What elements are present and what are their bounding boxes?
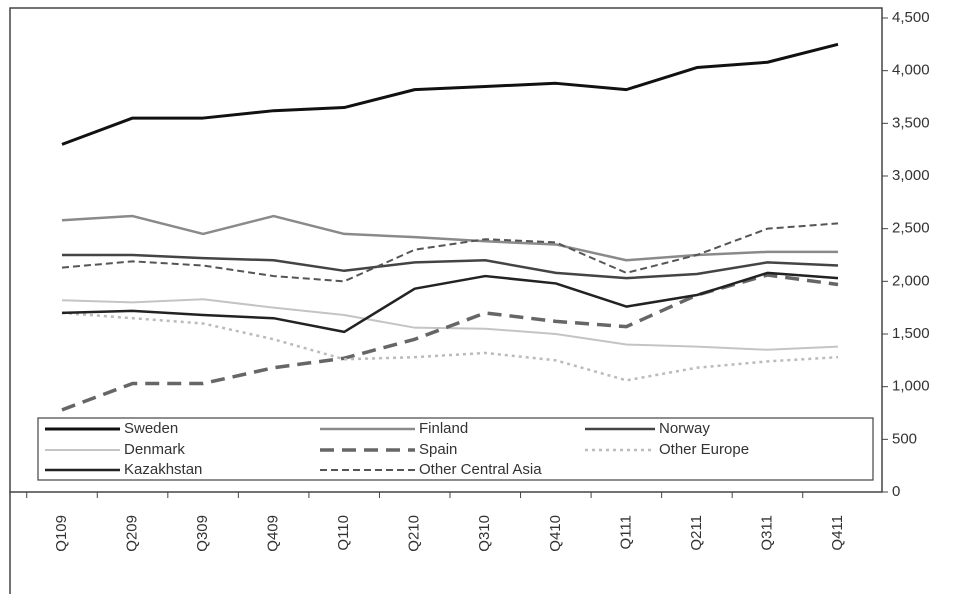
series-line [61, 273, 839, 412]
series-line [62, 253, 839, 280]
x-tick-label: Q411 [829, 515, 846, 551]
series-line [61, 311, 839, 382]
series-line [61, 271, 839, 334]
y-tick-label: 3,000 [892, 167, 930, 184]
y-tick-label: 2,000 [892, 272, 930, 289]
y-tick-label: 500 [892, 430, 917, 447]
series-line [61, 214, 838, 262]
legend-label: Kazakhstan [124, 461, 202, 478]
y-tick-label: 1,000 [892, 378, 930, 395]
legend-box [37, 417, 874, 481]
legend-label: Other Central Asia [419, 461, 542, 478]
legend-label: Sweden [124, 420, 178, 437]
legend-label: Finland [419, 420, 468, 437]
series-line [61, 42, 839, 146]
x-tick-label: Q309 [194, 515, 211, 552]
x-tick-label: Q409 [265, 515, 282, 552]
plot-frame [9, 7, 883, 493]
x-tick-label: Q210 [406, 515, 423, 552]
series-line [61, 298, 839, 351]
legend-label: Other Europe [659, 441, 749, 458]
series-line [61, 222, 839, 283]
y-tick-label: 4,500 [892, 9, 930, 26]
x-tick-label: Q410 [547, 515, 564, 552]
y-tick-label: 0 [892, 483, 900, 500]
x-tick-label: Q310 [476, 515, 493, 552]
x-tick-label: Q211 [688, 515, 705, 551]
legend-label: Norway [659, 420, 710, 437]
x-tick-label: Q209 [124, 515, 141, 552]
x-tick-label: Q110 [335, 515, 352, 551]
x-tick-label: Q109 [53, 515, 70, 552]
legend-label: Denmark [124, 441, 185, 458]
y-tick-label: 2,500 [892, 220, 930, 237]
y-tick-label: 3,500 [892, 114, 930, 131]
y-tick-label: 4,000 [892, 62, 930, 79]
legend-label: Spain [419, 441, 457, 458]
x-tick-label: Q311 [758, 515, 775, 551]
y-tick-label: 1,500 [892, 325, 930, 342]
x-tick-label: Q111 [617, 515, 634, 549]
